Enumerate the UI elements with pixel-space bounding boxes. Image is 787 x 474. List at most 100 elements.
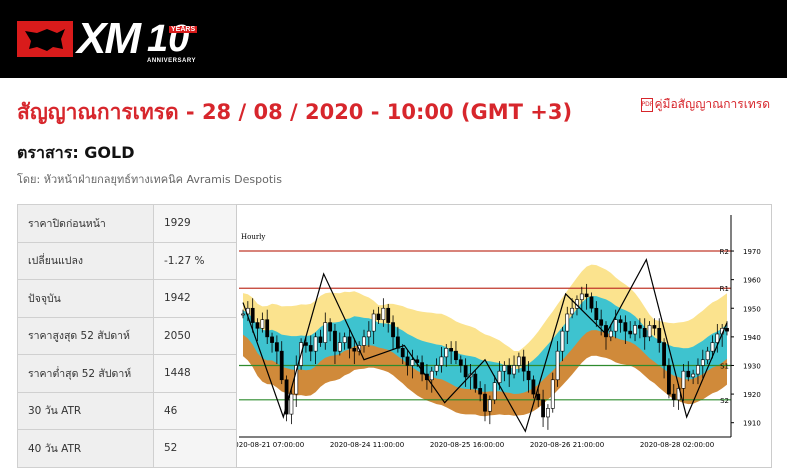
- candle-body: [579, 293, 584, 300]
- stats-row: 40 วัน ATR 52: [17, 429, 237, 468]
- stats-row: เปลี่ยนแปลง -1.27 %: [17, 241, 237, 280]
- candle-body: [647, 325, 652, 338]
- x-tick-label: 2020-08-26 21:00:00: [530, 441, 604, 449]
- cyan-band: [243, 295, 727, 395]
- page-title: สัญญาณการเทรด - 28 / 08 / 2020 - 10:00 (…: [17, 100, 573, 124]
- stats-label: ปัจจุบัน: [17, 279, 154, 318]
- candle-body: [502, 365, 507, 372]
- stats-value: 46: [153, 391, 237, 430]
- candle-body: [521, 356, 526, 372]
- stats-label: ราคาปิดก่อนหน้า: [17, 204, 154, 243]
- yellow-band: [243, 264, 727, 379]
- candle-body: [671, 393, 676, 401]
- y-tick-label: 1920: [743, 391, 761, 399]
- candle-body: [376, 313, 381, 320]
- candle-body: [260, 319, 265, 329]
- stats-value: 52: [153, 429, 237, 468]
- bull-icon: [17, 21, 73, 57]
- candle-body: [715, 333, 720, 343]
- candle-body: [241, 313, 245, 316]
- candle-body: [686, 370, 691, 378]
- candle-body: [458, 359, 463, 366]
- anniversary-number: 10: [147, 17, 190, 60]
- stats-label: 30 วัน ATR: [17, 391, 154, 430]
- candle-body: [410, 359, 415, 366]
- y-tick-label: 1910: [743, 420, 761, 428]
- candle-body: [560, 330, 565, 352]
- stats-label: 40 วัน ATR: [17, 429, 154, 468]
- candle-body: [700, 359, 705, 366]
- stats-row: ราคาปิดก่อนหน้า 1929: [17, 204, 237, 243]
- candle-body: [366, 330, 371, 338]
- y-tick-label: 1970: [743, 248, 761, 256]
- candle-body: [662, 342, 666, 366]
- candle-body: [342, 336, 347, 343]
- candle-body: [347, 336, 352, 349]
- candle-body: [323, 322, 328, 343]
- stats-label: เปลี่ยนแปลง: [17, 241, 154, 280]
- level-label-s1: S1: [720, 362, 729, 370]
- y-tick-label: 1930: [743, 362, 761, 370]
- header-bar: XM 10 YEARS ANNIVERSARY: [0, 0, 787, 78]
- candle-body: [512, 365, 516, 375]
- candle-body: [516, 356, 521, 366]
- anniversary-badge: 10 YEARS ANNIVERSARY: [147, 17, 198, 64]
- candle-body: [449, 348, 454, 352]
- level-label-r1: R1: [720, 285, 729, 293]
- pdf-icon: PDF: [640, 97, 653, 112]
- timeframe-label: Hourly: [241, 233, 265, 241]
- candle-body: [691, 373, 696, 378]
- price-chart: R2 R1 S1 S2 1910 1920 1930 1940 1950 1960 1970 2020…: [236, 204, 772, 468]
- candle-body: [444, 348, 449, 358]
- candle-body: [265, 319, 270, 338]
- chart-canvas: R2 R1 S1 S2 1910 1920 1930 1940 1950 1960 1970 2020…: [237, 215, 761, 449]
- candle-body: [550, 379, 555, 409]
- candle-body: [608, 330, 613, 338]
- candle-body: [546, 408, 550, 418]
- candle-body: [439, 356, 444, 366]
- instrument-title: ตราสาร: GOLD: [17, 143, 135, 162]
- candle-body: [642, 327, 647, 338]
- anniversary-label: ANNIVERSARY: [147, 57, 196, 64]
- candle-body: [594, 307, 599, 320]
- candle-body: [395, 336, 400, 349]
- candle-body: [613, 319, 618, 332]
- candle-body: [454, 350, 458, 361]
- candle-body: [652, 325, 657, 329]
- candle-body: [274, 342, 279, 352]
- candle-body: [628, 330, 633, 335]
- candle-body: [541, 399, 545, 418]
- candle-body: [483, 393, 487, 412]
- candle-body: [429, 370, 434, 381]
- candle-body: [400, 348, 405, 358]
- brand-name: XM: [77, 14, 141, 63]
- candle-body: [386, 307, 391, 323]
- candle-body: [463, 365, 468, 378]
- candle-body: [318, 336, 323, 343]
- candle-body: [289, 393, 294, 415]
- candle-body: [255, 322, 260, 329]
- candle-body: [405, 356, 410, 366]
- candle-body: [526, 370, 531, 381]
- candle-body: [313, 336, 318, 352]
- candle-body: [492, 382, 497, 401]
- candle-body: [337, 342, 342, 352]
- x-tick-label: 2020-08-28 02:00:00: [640, 441, 714, 449]
- stats-table: ราคาปิดก่อนหน้า 1929 เปลี่ยนแปลง -1.27 % ปัจ…: [17, 204, 237, 468]
- candle-body: [362, 336, 366, 346]
- candle-body: [487, 399, 492, 412]
- level-label-s2: S2: [720, 397, 729, 405]
- candle-body: [381, 307, 386, 320]
- stats-row: ราคาสูงสุด 52 สัปดาห์ 2050: [17, 316, 237, 355]
- candle-body: [589, 296, 594, 309]
- stats-value: 2050: [153, 316, 237, 355]
- candle-body: [531, 379, 536, 395]
- candle-body: [391, 322, 395, 338]
- xm-logo[interactable]: XM 10 YEARS ANNIVERSARY: [17, 14, 198, 64]
- candle-body: [599, 319, 604, 326]
- candle-body: [633, 325, 637, 335]
- candle-body: [371, 313, 376, 332]
- guide-link[interactable]: PDF คู่มือสัญญาณการเทรด: [640, 95, 770, 114]
- candle-body: [294, 365, 299, 395]
- stats-value: 1929: [153, 204, 237, 243]
